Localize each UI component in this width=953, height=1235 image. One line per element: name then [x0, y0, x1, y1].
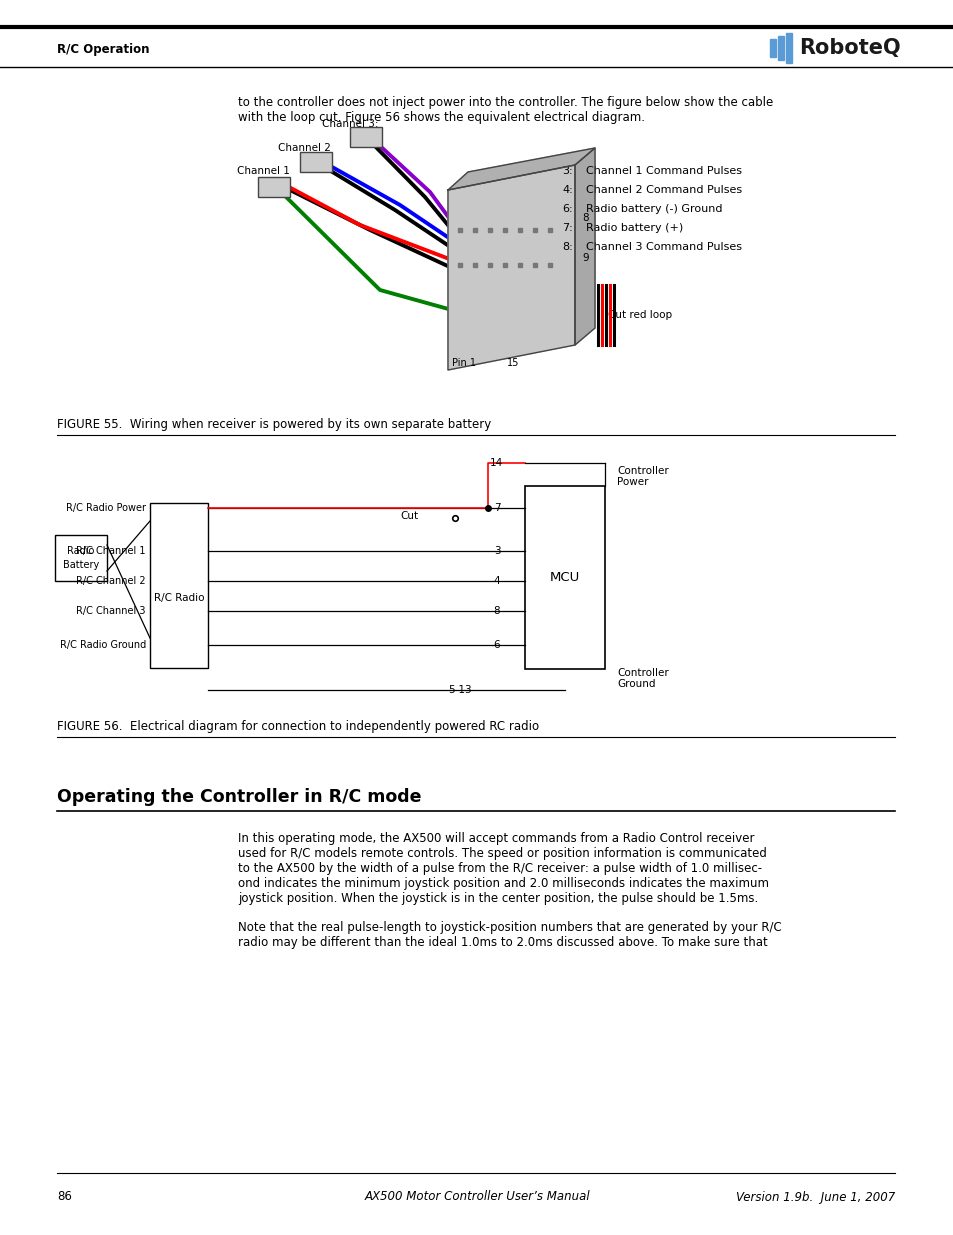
Text: RoboteQ: RoboteQ [799, 38, 900, 58]
Text: R/C Channel 2: R/C Channel 2 [76, 576, 146, 585]
Bar [785, 33, 791, 63]
Text: R/C Radio: R/C Radio [153, 593, 204, 603]
Text: Ground: Ground [617, 679, 655, 689]
Polygon shape [575, 148, 595, 345]
Text: Operating the Controller in R/C mode: Operating the Controller in R/C mode [57, 788, 421, 806]
Text: 7:: 7: [561, 224, 572, 233]
Text: Note that the real pulse-length to joystick-position numbers that are generated : Note that the real pulse-length to joyst… [237, 921, 781, 934]
Text: joystick position. When the joystick is in the center position, the pulse should: joystick position. When the joystick is … [237, 892, 758, 905]
Text: R/C Channel 3: R/C Channel 3 [76, 606, 146, 616]
Text: Radio battery (-) Ground: Radio battery (-) Ground [585, 204, 721, 214]
Bar [524, 487, 604, 669]
Text: Channel 1: Channel 1 [236, 165, 290, 177]
Text: 8: 8 [493, 606, 499, 616]
Text: Cut: Cut [399, 511, 417, 521]
Text: to the controller does not inject power into the controller. The figure below sh: to the controller does not inject power … [237, 96, 773, 109]
Text: FIGURE 56.  Electrical diagram for connection to independently powered RC radio: FIGURE 56. Electrical diagram for connec… [57, 720, 538, 734]
Polygon shape [448, 148, 595, 190]
Polygon shape [448, 165, 575, 370]
Text: 14: 14 [490, 458, 503, 468]
Text: ond indicates the minimum joystick position and 2.0 milliseconds indicates the m: ond indicates the minimum joystick posit… [237, 877, 768, 890]
Text: 7: 7 [493, 503, 499, 513]
Text: In this operating mode, the AX500 will accept commands from a Radio Control rece: In this operating mode, the AX500 will a… [237, 832, 754, 845]
Text: Pin 1: Pin 1 [452, 358, 476, 368]
Text: Radio
Battery: Radio Battery [63, 546, 99, 569]
Text: Channel 3 Command Pulses: Channel 3 Command Pulses [585, 242, 741, 252]
Text: Controller: Controller [617, 668, 668, 678]
Text: 9: 9 [581, 253, 588, 263]
Text: Power: Power [617, 477, 648, 487]
Text: 3:: 3: [561, 165, 572, 177]
Text: R/C Channel 1: R/C Channel 1 [76, 546, 146, 556]
Text: Cut red loop: Cut red loop [607, 310, 672, 320]
Text: R/C Radio Power: R/C Radio Power [66, 503, 146, 513]
Text: Radio battery (+): Radio battery (+) [585, 224, 682, 233]
Text: 4:: 4: [561, 185, 572, 195]
Text: 8: 8 [581, 212, 588, 224]
Text: 6:: 6: [561, 204, 572, 214]
Text: Channel 2 Command Pulses: Channel 2 Command Pulses [585, 185, 741, 195]
Text: AX500 Motor Controller User’s Manual: AX500 Motor Controller User’s Manual [364, 1191, 589, 1203]
Text: 15: 15 [506, 358, 518, 368]
Text: FIGURE 55.  Wiring when receiver is powered by its own separate battery: FIGURE 55. Wiring when receiver is power… [57, 417, 491, 431]
Bar [150, 503, 208, 668]
Text: MCU: MCU [549, 571, 579, 584]
Bar [769, 40, 775, 57]
Text: to the AX500 by the width of a pulse from the R/C receiver: a pulse width of 1.0: to the AX500 by the width of a pulse fro… [237, 862, 761, 876]
Text: radio may be different than the ideal 1.0ms to 2.0ms discussed above. To make su: radio may be different than the ideal 1.… [237, 936, 767, 948]
Bar [55, 535, 107, 580]
Text: Channel 1 Command Pulses: Channel 1 Command Pulses [585, 165, 741, 177]
Text: 8:: 8: [561, 242, 572, 252]
Text: Channel 3:: Channel 3: [322, 119, 378, 128]
Bar [350, 127, 381, 147]
Text: with the loop cut. Figure 56 shows the equivalent electrical diagram.: with the loop cut. Figure 56 shows the e… [237, 111, 644, 124]
Text: 3: 3 [493, 546, 499, 556]
Text: Controller: Controller [617, 466, 668, 475]
Text: 6: 6 [493, 640, 499, 650]
Text: 5-13: 5-13 [448, 685, 472, 695]
Text: Version 1.9b.  June 1, 2007: Version 1.9b. June 1, 2007 [735, 1191, 894, 1203]
Text: Channel 2: Channel 2 [277, 143, 331, 153]
Text: R/C Radio Ground: R/C Radio Ground [60, 640, 146, 650]
Text: 4: 4 [493, 576, 499, 585]
Bar [778, 36, 783, 61]
Text: R/C Operation: R/C Operation [57, 43, 150, 57]
Bar [257, 177, 290, 198]
Bar [299, 152, 332, 172]
Text: used for R/C models remote controls. The speed or position information is commun: used for R/C models remote controls. The… [237, 847, 766, 860]
Text: 86: 86 [57, 1191, 71, 1203]
